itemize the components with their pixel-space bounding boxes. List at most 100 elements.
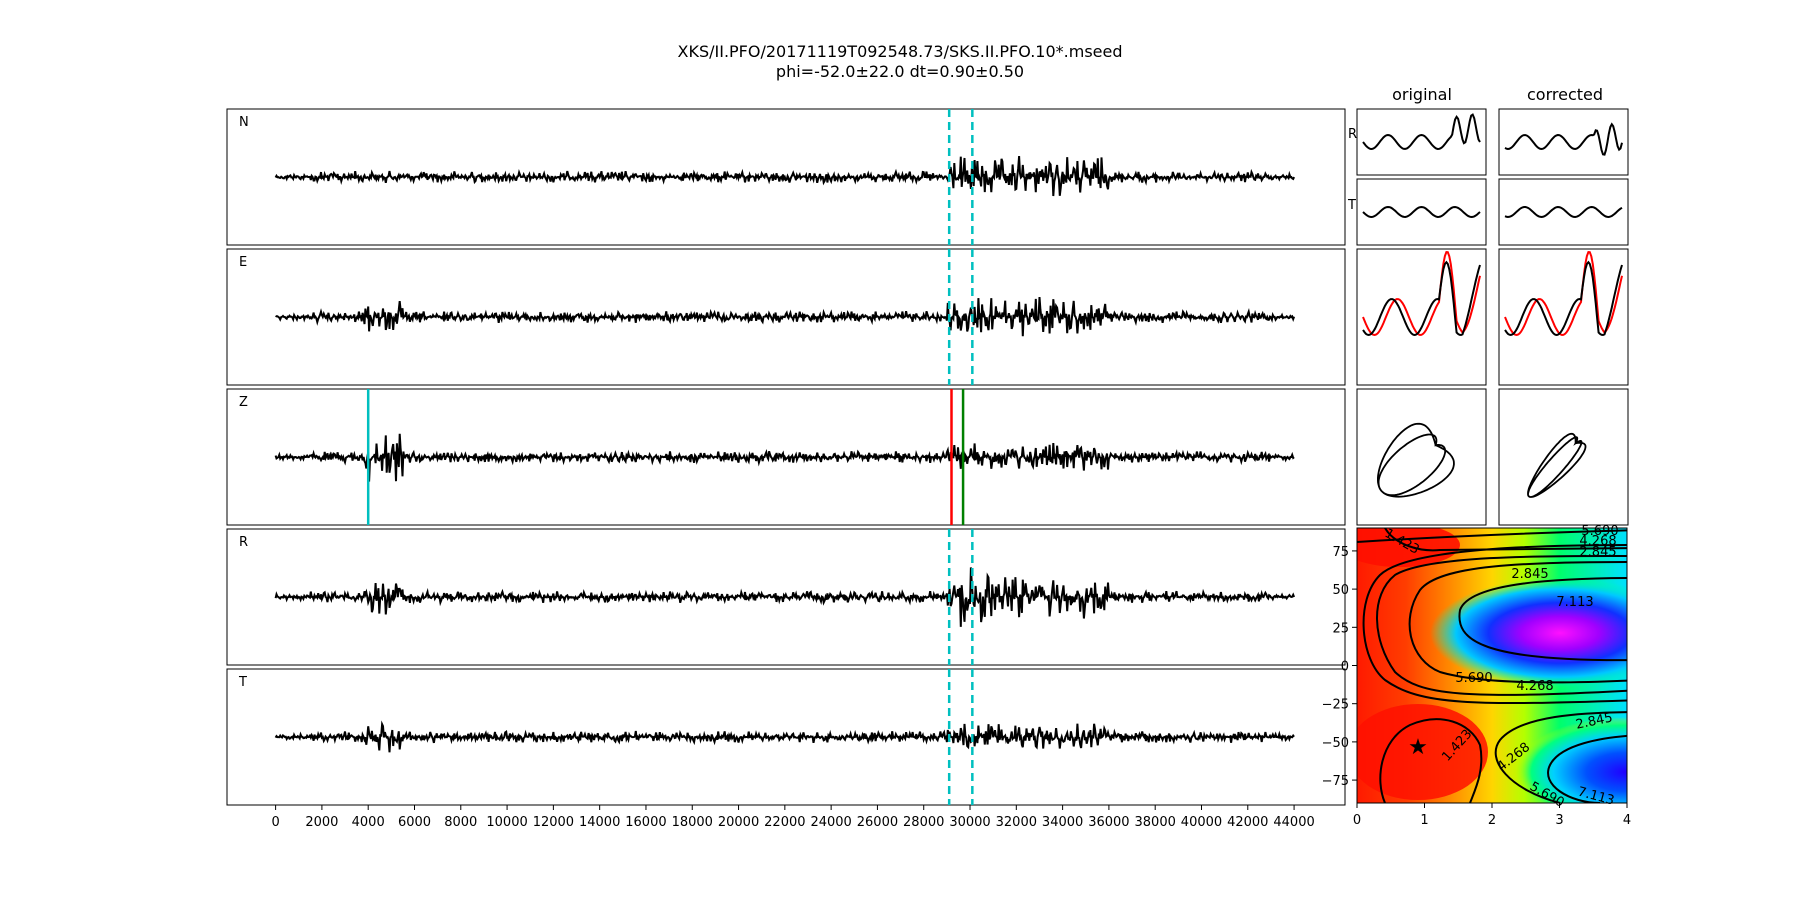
small-panel-frame: [1356, 248, 1487, 386]
original-t-trace: [1356, 178, 1487, 246]
contour-line: [1362, 544, 1627, 705]
small-waveform: [1362, 205, 1481, 219]
contour-label: 2.845: [1511, 567, 1548, 582]
x-tick-label: 34000: [1042, 815, 1083, 830]
small-panel-frame: [1498, 178, 1629, 246]
original-particle-motion: [1356, 388, 1487, 526]
original-trace: [1362, 251, 1481, 337]
column-title-corrected: corrected: [1527, 85, 1603, 104]
x-tick-label: 28000: [903, 815, 944, 830]
contour-line: [1384, 528, 1627, 552]
x-tick-label: 18000: [672, 815, 713, 830]
particle-motion-path: [1527, 432, 1587, 498]
waveform-line: [274, 720, 1295, 753]
small-waveform: [1504, 205, 1623, 219]
x-tick-label: 8000: [444, 815, 477, 830]
original-waveform-compare: [1356, 248, 1487, 386]
x-tick-label: 38000: [1135, 815, 1176, 830]
heatmap-x-tick-label: 4: [1623, 813, 1631, 828]
trace-panel-z: Z: [226, 388, 1346, 526]
x-tick-label: 12000: [533, 815, 574, 830]
small-panel-frame: [1498, 108, 1629, 176]
corrected-waveform-compare: [1498, 248, 1629, 386]
heatmap-x-tick-label: 3: [1555, 813, 1563, 828]
x-tick-label: 16000: [625, 815, 666, 830]
heatmap-y-tick-label: 50: [1332, 583, 1349, 598]
heatmap-red-zone-bottom: [1357, 704, 1488, 800]
x-tick-label: 44000: [1273, 815, 1314, 830]
x-tick-label: 40000: [1181, 815, 1222, 830]
contour-label: 7.113: [1556, 595, 1593, 610]
small-panel-frame: [1498, 248, 1629, 386]
figure-title-line2: phi=-52.0±22.0 dt=0.90±0.50: [776, 62, 1024, 81]
contour-label: 4.268: [1579, 534, 1616, 549]
row-label-t: T: [1347, 198, 1356, 213]
trace-panel-r: R: [226, 528, 1346, 666]
x-tick-label: 24000: [810, 815, 851, 830]
x-tick-label: 22000: [764, 815, 805, 830]
small-panel-frame: [1356, 388, 1487, 526]
waveform-line: [274, 156, 1296, 197]
heatmap-y-tick-label: 0: [1341, 660, 1349, 675]
x-tick-label: 30000: [949, 815, 990, 830]
original-r-trace: [1356, 108, 1487, 176]
small-waveform: [1362, 113, 1481, 151]
heatmap-x-tick-label: 2: [1488, 813, 1496, 828]
rotated-trace: [1504, 260, 1623, 337]
x-tick-label: 14000: [579, 815, 620, 830]
x-tick-label: 4000: [352, 815, 385, 830]
small-waveform: [1504, 122, 1623, 156]
trace-panel-label: E: [239, 255, 247, 270]
contour-line: [1458, 577, 1627, 662]
trace-panel-e: E: [226, 248, 1346, 386]
contour-label: 5.690: [1581, 524, 1618, 539]
contour-label: 2.845: [1579, 545, 1616, 560]
x-tick-label: 26000: [857, 815, 898, 830]
particle-motion-path: [1377, 422, 1455, 498]
heatmap-x-axis: 0 1 2 3 4: [1353, 803, 1631, 828]
trace-panel-t: T: [226, 668, 1346, 806]
corrected-t-trace: [1498, 178, 1629, 246]
x-tick-label: 36000: [1088, 815, 1129, 830]
contour-lines: [1357, 528, 1627, 803]
figure-title-line1: XKS/II.PFO/20171119T092548.73/SKS.II.PFO…: [678, 42, 1123, 61]
waveform-line: [275, 297, 1296, 337]
contour-line: [1408, 561, 1627, 684]
corrected-particle-motion: [1498, 388, 1629, 526]
particle-motion-panels: [1356, 108, 1629, 526]
contour-line: [1494, 711, 1627, 803]
contour-line: [1376, 554, 1627, 696]
heatmap-y-tick-label: −50: [1322, 736, 1349, 751]
x-tick-label: 32000: [996, 815, 1037, 830]
waveform-line: [274, 567, 1296, 627]
heatmap-y-tick-label: 25: [1332, 621, 1349, 636]
heatmap-y-tick-label: −25: [1322, 698, 1349, 713]
small-panel-frame: [1356, 108, 1487, 176]
original-trace: [1504, 251, 1623, 337]
contour-line: [1379, 718, 1483, 803]
trace-panel-label: Z: [239, 395, 248, 410]
contour-line: [1357, 529, 1627, 543]
contour-label: 4.268: [1516, 679, 1553, 694]
x-tick-label: 10000: [486, 815, 527, 830]
trace-panel-label: R: [239, 535, 248, 550]
trace-panel-n: N: [226, 108, 1346, 246]
heatmap-y-axis: 75 50 25 0 −25 −50 −75: [1322, 545, 1357, 789]
seismogram-panels: N E Z R T: [226, 108, 1346, 806]
contour-label: 5.690: [1455, 671, 1492, 686]
heatmap-blob-bottom: [1515, 717, 1627, 803]
row-label-r: R: [1348, 127, 1357, 142]
trace-panel-label: T: [238, 675, 247, 690]
trace-panel-label: N: [239, 115, 249, 130]
x-tick-label: 42000: [1227, 815, 1268, 830]
small-panel-frame: [1498, 388, 1629, 526]
column-title-original: original: [1392, 85, 1452, 104]
rotated-trace: [1362, 260, 1481, 337]
heatmap-blob-top: [1430, 578, 1627, 688]
seismogram-x-axis: 0 2000 4000 6000 8000 10000 12000 14000 16000 180…: [271, 805, 1315, 830]
x-tick-label: 2000: [305, 815, 338, 830]
contour-line: [1547, 734, 1627, 803]
x-tick-label: 20000: [718, 815, 759, 830]
minimum-marker-star: ★: [1408, 735, 1428, 760]
